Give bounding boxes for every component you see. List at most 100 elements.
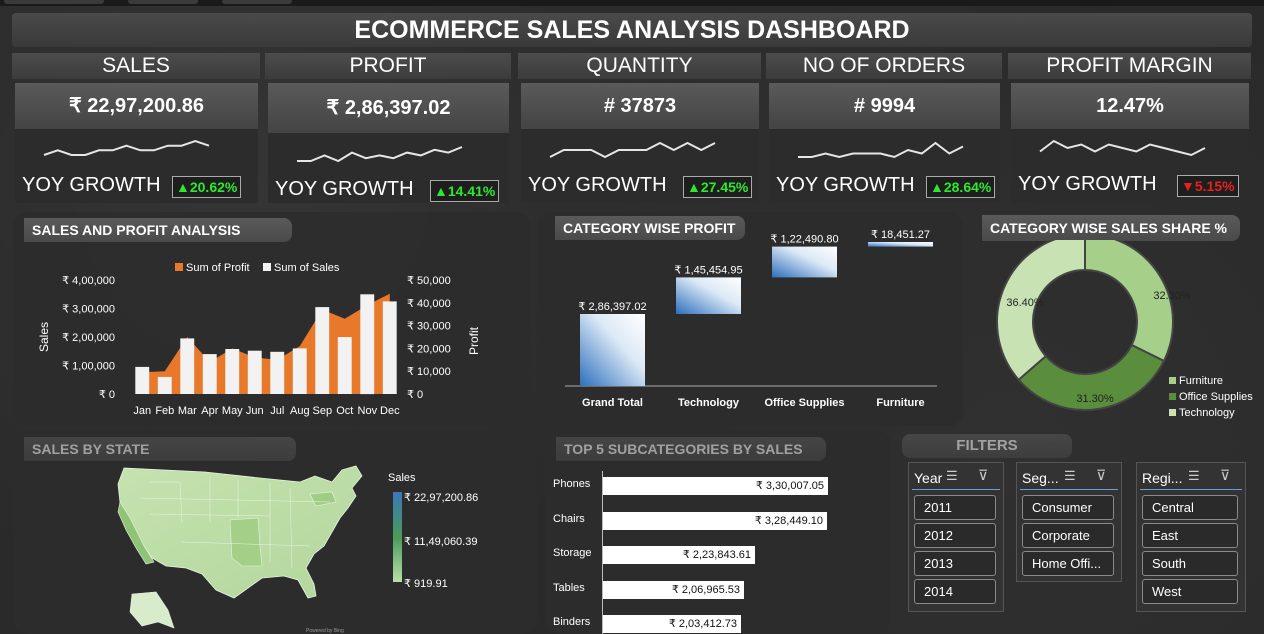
kpi-sparkline [297, 146, 463, 163]
kpi-yoy-badge: ▲20.62% [172, 176, 242, 198]
kpi-yoy-badge: ▲28.64% [926, 176, 996, 198]
kpi-yoy-badge: ▲14.41% [430, 180, 500, 202]
sales-bar [382, 301, 397, 394]
category-profit-title: CATEGORY WISE PROFIT [555, 216, 745, 240]
donut-slice [1084, 240, 1174, 363]
legend-sales-label: Sum of Sales [274, 262, 340, 274]
map-legend-min: ₹ 919.91 [404, 578, 448, 590]
kpi-yoy-label: YOY GROWTH [528, 174, 667, 196]
waterfall-bar [772, 246, 837, 278]
slicer-segment-label: Seg... [1022, 470, 1059, 486]
slicer-segment-option[interactable]: Corporate [1022, 523, 1114, 548]
subcategory-bar: ₹ 3,28,449.10 [602, 511, 827, 530]
right-axis-label: Profit [467, 326, 481, 355]
multiselect-icon[interactable]: ☰ [946, 468, 958, 483]
kpi-yoy-label: YOY GROWTH [776, 174, 915, 196]
waterfall-value-label: ₹ 1,45,454.95 [674, 264, 742, 276]
month-label: Jan [133, 405, 151, 417]
kpi-yoy-badge: ▲27.45% [683, 176, 753, 198]
slicer-segment-option[interactable]: Home Offi... [1022, 551, 1114, 576]
us-state-map[interactable]: Powered by Bing [110, 462, 385, 634]
sales-bar [360, 294, 375, 395]
kpi-label: SALES [12, 53, 260, 79]
slicer-region-option[interactable]: East [1142, 523, 1238, 548]
kpi-yoy-label: YOY GROWTH [275, 178, 414, 200]
month-label: May [222, 405, 243, 417]
waterfall-category-label: Grand Total [582, 397, 643, 409]
month-label: Nov [358, 405, 378, 417]
waterfall-category-label: Office Supplies [764, 397, 844, 409]
kpi-label: PROFIT [265, 53, 511, 79]
slicer-segment-option[interactable]: Consumer [1022, 495, 1114, 520]
subcategory-label: Storage [553, 547, 592, 559]
month-label: Aug [290, 405, 310, 417]
month-label: Apr [201, 405, 218, 417]
donut-value-label: 32.30% [1153, 290, 1191, 302]
sparkline-path [297, 146, 463, 163]
right-tick-label: ₹ 0 [407, 389, 423, 401]
subcategory-bar: ₹ 2,23,843.61 [602, 546, 755, 564]
clear-filter-icon[interactable]: ⊽ [978, 467, 989, 483]
slicer-year-option[interactable]: 2011 [914, 495, 996, 520]
sales-bar [225, 349, 240, 394]
kpi-sparkline [798, 141, 964, 159]
subcategory-label: Tables [553, 581, 585, 594]
kpi-yoy-label: YOY GROWTH [22, 174, 161, 196]
slicer-region-option[interactable]: West [1142, 579, 1238, 604]
kpi-value: # 37873 [521, 83, 759, 129]
multiselect-icon[interactable]: ☰ [1188, 468, 1200, 483]
waterfall-value-label: ₹ 1,22,490.80 [770, 234, 838, 246]
clear-filter-icon[interactable]: ⊽ [1220, 467, 1231, 483]
slicer-header-underline [1020, 489, 1118, 490]
sales-bar [292, 348, 307, 394]
donut-legend-label: Office Supplies [1179, 391, 1253, 403]
sales-bar [247, 350, 262, 394]
legend-profit-swatch [175, 263, 183, 271]
subcategory-label: Phones [553, 478, 591, 490]
clear-filter-icon[interactable]: ⊽ [1096, 467, 1107, 483]
top-subcategories-title: TOP 5 SUBCATEGORIES BY SALES [556, 437, 826, 461]
waterfall-value-label: ₹ 2,86,397.02 [578, 301, 646, 313]
profit-area [142, 293, 390, 394]
subcategory-bar: ₹ 2,06,965.53 [602, 580, 744, 599]
multiselect-icon[interactable]: ☰ [1064, 468, 1076, 483]
slicer-year-option[interactable]: 2014 [914, 579, 996, 604]
map-legend-max: ₹ 22,97,200.86 [404, 492, 479, 504]
sales-share-title: CATEGORY WISE SALES SHARE % [982, 215, 1240, 241]
waterfall-bar [676, 277, 741, 314]
waterfall-bar [868, 242, 933, 247]
donut-legend-label: Technology [1179, 407, 1235, 419]
kpi-label: NO OF ORDERS [766, 53, 1002, 79]
kpi-value: # 9994 [769, 83, 1000, 129]
waterfall-bar [580, 314, 645, 386]
sales-bar [157, 376, 172, 394]
sales-bar [337, 337, 352, 394]
subcategory-label: Binders [553, 616, 591, 628]
slicer-header-underline [912, 489, 1000, 490]
slicer-year-option[interactable]: 2013 [914, 551, 996, 576]
slicer-region-label: Regi... [1142, 470, 1183, 486]
right-tick-label: ₹ 50,000 [407, 275, 451, 287]
waterfall-value-label: ₹ 18,451.27 [871, 229, 930, 241]
donut-legend-swatch [1169, 377, 1176, 384]
kpi-yoy-label: YOY GROWTH [1018, 173, 1157, 195]
sales-profit-chart: Sum of Profit Sum of Sales ₹ 4,00,000 ₹ 3,0… [37, 262, 481, 417]
month-label: Mar [178, 405, 197, 417]
svg-text:Powered by Bing: Powered by Bing [306, 628, 344, 634]
left-tick-label: ₹ 1,00,000 [62, 361, 115, 373]
kpi-sparkline [549, 141, 716, 159]
sales-bar [135, 366, 150, 394]
slicer-region-option[interactable]: Central [1142, 495, 1238, 520]
month-label: Dec [380, 405, 400, 417]
sales-bar [315, 307, 330, 394]
slicer-region-option[interactable]: South [1142, 551, 1238, 576]
month-label: Oct [336, 405, 353, 417]
left-tick-label: ₹ 4,00,000 [62, 275, 115, 287]
sparkline-path [549, 141, 716, 159]
donut-legend-label: Furniture [1179, 375, 1223, 387]
month-label: Jul [270, 405, 284, 417]
map-legend-title: Sales [388, 472, 416, 484]
slicer-year-label: Year [914, 470, 943, 486]
slicer-year-option[interactable]: 2012 [914, 523, 996, 548]
left-tick-label: ₹ 0 [99, 389, 115, 401]
